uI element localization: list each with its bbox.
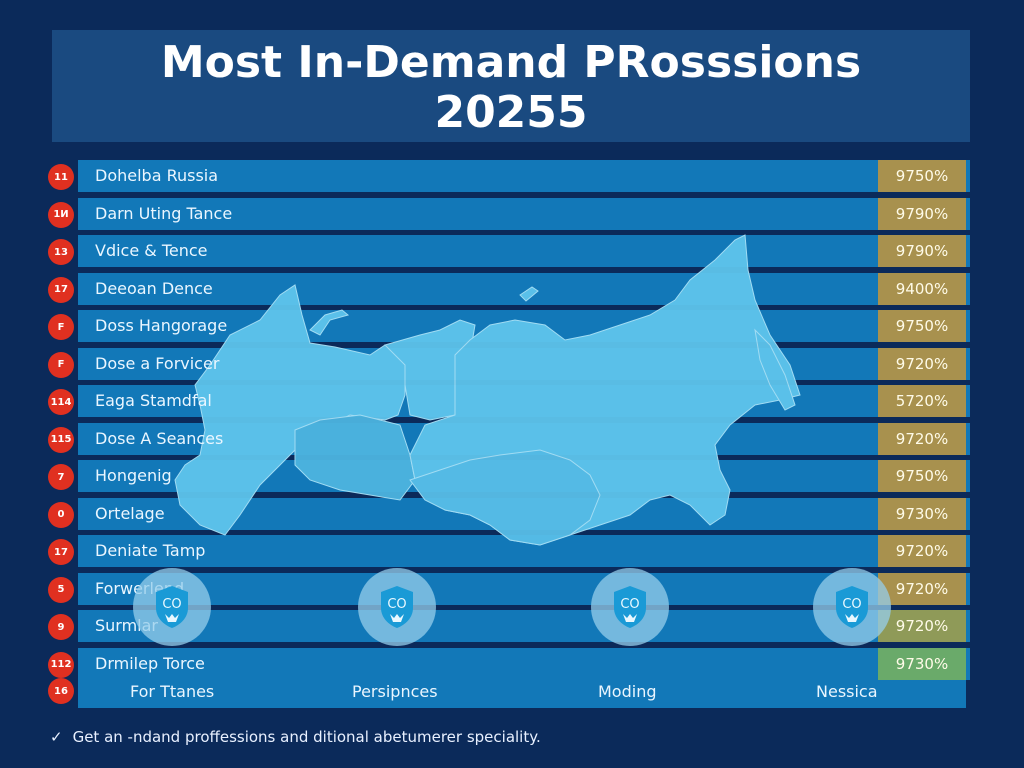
- rank-badge: 112: [48, 651, 74, 678]
- rank-badge: F: [48, 314, 74, 340]
- row-bar: [78, 460, 970, 492]
- profession-label: Deniate Tamp: [95, 541, 206, 560]
- rank-badge: 17: [48, 539, 74, 565]
- emblem-4: CO: [813, 568, 891, 646]
- shield-co-icon: CO: [614, 586, 646, 628]
- list-item: 17 Deniate Tamp 9720%: [48, 535, 970, 573]
- profession-label: Vdice & Tence: [95, 241, 208, 260]
- shield-co-icon: CO: [836, 586, 868, 628]
- rank-badge: 115: [48, 426, 74, 453]
- rank-badge: 16: [48, 678, 74, 704]
- page-title: Most In-Demand PRosssions: [160, 37, 862, 88]
- profession-label: Dose a Forvicer: [95, 353, 220, 373]
- emblem-3: CO: [591, 568, 669, 646]
- rank-badge: 17: [48, 276, 74, 303]
- list-item: 1И Darn Uting Tance 9790%: [48, 197, 970, 236]
- list-item: 0 Ortelage 9730%: [48, 497, 970, 536]
- bottom-column-label: Persipnces: [352, 682, 438, 701]
- row-bar: [78, 535, 970, 567]
- list-item: 114 Eaga Stamdfal 5720%: [48, 385, 970, 423]
- row-bar: [78, 160, 970, 192]
- title-banner: Most In-Demand PRosssions 20255: [52, 30, 970, 142]
- list-item: 17 Deeoan Dence 9400%: [48, 272, 970, 311]
- row-bar: [78, 674, 966, 708]
- list-item: F Doss Hangorage 9750%: [48, 310, 970, 348]
- rank-badge: 11: [48, 164, 74, 190]
- bottom-column-label: Moding: [598, 682, 657, 701]
- profession-label: Dohelba Russia: [95, 166, 219, 185]
- rank-badge: 0: [48, 501, 74, 528]
- demand-value: 9790%: [878, 197, 966, 230]
- rank-badge: 7: [48, 464, 74, 490]
- row-bar: [78, 497, 970, 530]
- profession-label: Dose A Seances: [95, 428, 224, 448]
- demand-value: 9720%: [878, 572, 966, 605]
- demand-value: 9720%: [878, 422, 966, 455]
- demand-value: 9730%: [878, 497, 966, 530]
- bottom-row: 16 For Ttanes Persipnces Moding Nessica: [48, 672, 970, 710]
- row-bar: [78, 197, 970, 230]
- bottom-column-label: For Ttanes: [130, 682, 215, 701]
- svg-text:CO: CO: [162, 597, 181, 612]
- emblem-2: CO: [358, 568, 436, 646]
- rank-badge: 5: [48, 576, 74, 603]
- demand-value: 9720%: [878, 535, 966, 567]
- footer-note: ✓ Get an -ndand proffessions and ditiona…: [50, 728, 541, 746]
- rank-badge: 9: [48, 614, 74, 640]
- rank-badge: 13: [48, 239, 74, 265]
- rank-badge: 1И: [48, 201, 74, 228]
- demand-value: 9730%: [878, 647, 966, 680]
- rank-badge: F: [48, 351, 74, 378]
- svg-text:CO: CO: [842, 597, 861, 612]
- shield-co-icon: CO: [381, 586, 413, 628]
- list-item: F Dose a Forvicer 9720%: [48, 347, 970, 386]
- checkmark-icon: ✓: [50, 728, 63, 746]
- demand-value: 9790%: [878, 235, 966, 267]
- demand-value: 9720%: [878, 347, 966, 380]
- list-item: 7 Hongenig 9750%: [48, 460, 970, 498]
- profession-label: Ortelage: [95, 503, 165, 523]
- shield-co-icon: CO: [156, 586, 188, 628]
- footer-text: Get an -ndand proffessions and ditional …: [72, 728, 541, 746]
- list-item: 13 Vdice & Tence 9790%: [48, 235, 970, 273]
- profession-label: Eaga Stamdfal: [95, 391, 212, 410]
- profession-label: Darn Uting Tance: [95, 203, 233, 223]
- page-title-year: 20255: [434, 87, 588, 138]
- bottom-column-label: Nessica: [816, 682, 878, 701]
- demand-value: 5720%: [878, 385, 966, 417]
- list-item: 11 Dohelba Russia 9750%: [48, 160, 970, 198]
- profession-label: Deeoan Dence: [95, 278, 213, 298]
- svg-text:CO: CO: [387, 597, 406, 612]
- demand-value: 9400%: [878, 272, 966, 305]
- rank-badge: 114: [48, 389, 74, 415]
- demand-value: 9750%: [878, 460, 966, 492]
- row-bar: [78, 235, 970, 267]
- list-item: 115 Dose A Seances 9720%: [48, 422, 970, 461]
- svg-text:CO: CO: [620, 597, 639, 612]
- profession-label: Hongenig: [95, 466, 172, 485]
- demand-value: 9750%: [878, 160, 966, 192]
- profession-label: Drmilep Torce: [95, 653, 205, 673]
- demand-value: 9750%: [878, 310, 966, 342]
- emblem-1: CO: [133, 568, 211, 646]
- demand-value: 9720%: [878, 610, 966, 642]
- profession-label: Doss Hangorage: [95, 316, 228, 335]
